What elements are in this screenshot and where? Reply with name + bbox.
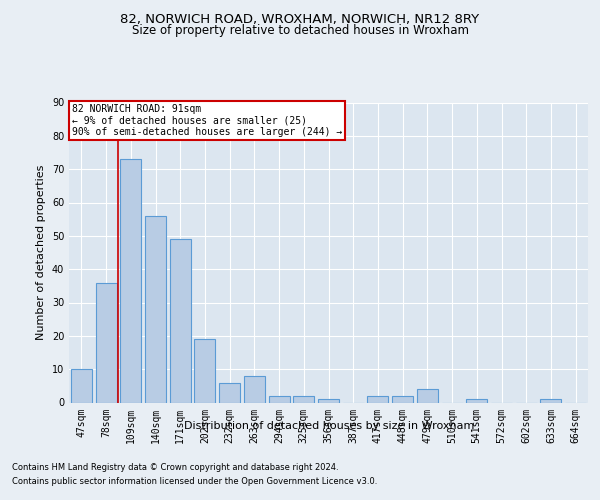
Bar bbox=[541, 399, 562, 402]
Text: Contains public sector information licensed under the Open Government Licence v3: Contains public sector information licen… bbox=[12, 478, 377, 486]
Text: 82, NORWICH ROAD, WROXHAM, NORWICH, NR12 8RY: 82, NORWICH ROAD, WROXHAM, NORWICH, NR12… bbox=[121, 12, 479, 26]
Bar bbox=[194, 339, 215, 402]
Bar bbox=[244, 376, 265, 402]
Bar bbox=[392, 396, 413, 402]
Bar bbox=[367, 396, 388, 402]
Text: Contains HM Land Registry data © Crown copyright and database right 2024.: Contains HM Land Registry data © Crown c… bbox=[12, 462, 338, 471]
Bar bbox=[269, 396, 290, 402]
Bar bbox=[145, 216, 166, 402]
Bar bbox=[318, 399, 339, 402]
Text: Size of property relative to detached houses in Wroxham: Size of property relative to detached ho… bbox=[131, 24, 469, 37]
Bar bbox=[466, 399, 487, 402]
Text: Distribution of detached houses by size in Wroxham: Distribution of detached houses by size … bbox=[184, 421, 474, 431]
Text: 82 NORWICH ROAD: 91sqm
← 9% of detached houses are smaller (25)
90% of semi-deta: 82 NORWICH ROAD: 91sqm ← 9% of detached … bbox=[71, 104, 342, 137]
Bar bbox=[120, 159, 141, 402]
Bar bbox=[417, 389, 438, 402]
Bar bbox=[293, 396, 314, 402]
Y-axis label: Number of detached properties: Number of detached properties bbox=[36, 165, 46, 340]
Bar bbox=[170, 239, 191, 402]
Bar bbox=[219, 382, 240, 402]
Bar bbox=[71, 369, 92, 402]
Bar bbox=[95, 282, 116, 403]
